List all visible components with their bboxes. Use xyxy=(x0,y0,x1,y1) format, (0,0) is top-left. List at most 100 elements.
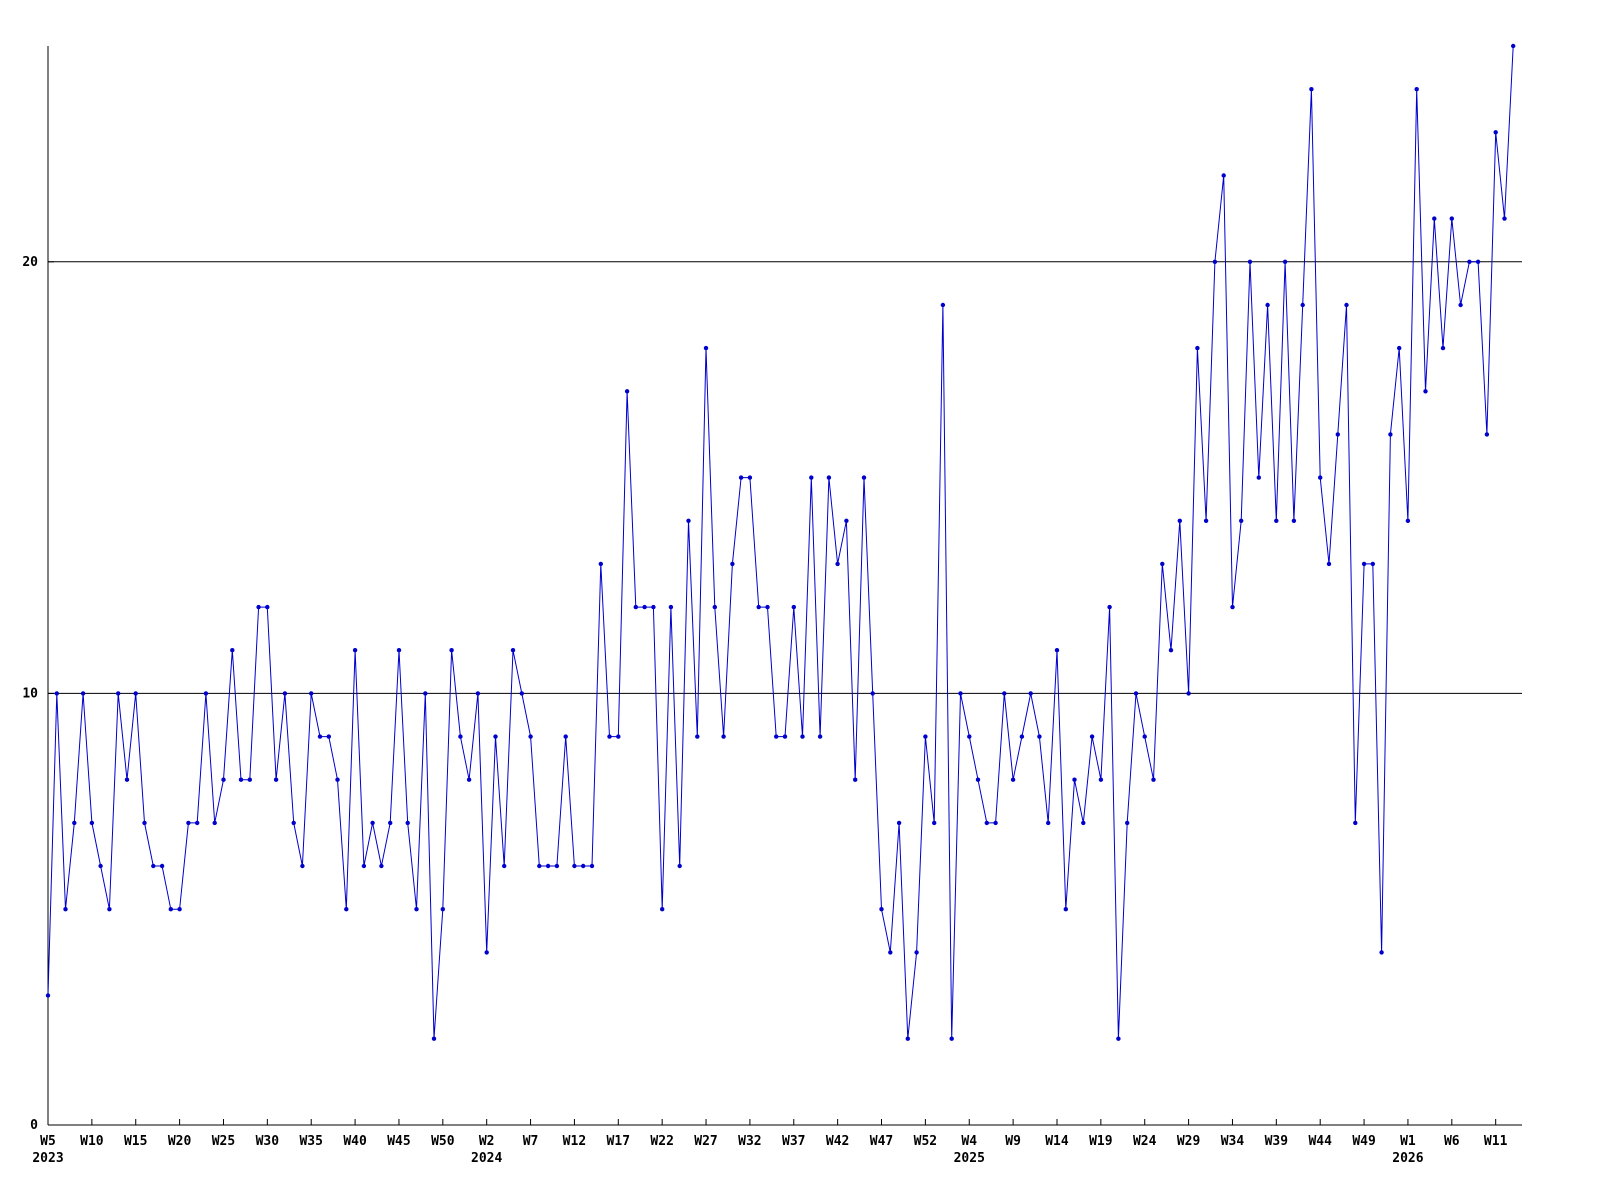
x-tick-label: W9 xyxy=(1005,1134,1021,1149)
data-point xyxy=(423,691,428,696)
x-tick-label: W30 xyxy=(256,1134,280,1149)
x-tick-label: W49 xyxy=(1352,1134,1375,1149)
data-point xyxy=(1423,389,1428,394)
data-point xyxy=(756,604,761,610)
x-tick-label: W34 xyxy=(1221,1134,1245,1149)
data-point xyxy=(1081,820,1086,826)
data-point xyxy=(660,907,665,912)
data-point xyxy=(765,604,770,610)
data-point xyxy=(861,475,867,480)
data-point xyxy=(1046,820,1051,826)
data-point xyxy=(616,734,621,739)
data-point xyxy=(1028,691,1033,696)
data-point xyxy=(1405,518,1411,523)
data-point xyxy=(1247,259,1253,264)
data-point xyxy=(1239,518,1244,523)
data-point xyxy=(440,907,445,912)
data-point xyxy=(1353,820,1358,826)
x-tick-label: W52 xyxy=(914,1134,937,1149)
x-tick-label: W27 xyxy=(694,1134,717,1149)
data-point xyxy=(1230,604,1235,610)
data-point xyxy=(905,1036,910,1041)
data-point xyxy=(1318,475,1323,480)
data-point xyxy=(124,777,130,782)
data-point xyxy=(1195,345,1200,351)
x-tick-label: W17 xyxy=(607,1134,630,1149)
data-point xyxy=(572,863,577,869)
data-point xyxy=(1344,302,1349,308)
data-point xyxy=(133,691,138,696)
data-point xyxy=(835,561,840,567)
x-tick-label: W35 xyxy=(299,1134,322,1149)
data-point xyxy=(940,302,946,308)
data-point xyxy=(537,863,542,869)
data-point xyxy=(1133,691,1139,696)
x-tick-label: W50 xyxy=(431,1134,455,1149)
data-point xyxy=(1511,43,1516,49)
year-label: 2026 xyxy=(1392,1151,1423,1166)
data-point xyxy=(1037,734,1042,739)
data-point xyxy=(352,648,358,653)
data-point xyxy=(1361,561,1367,567)
data-point xyxy=(212,820,217,826)
data-point xyxy=(1493,130,1498,135)
data-point xyxy=(695,734,700,739)
data-point xyxy=(651,604,656,610)
data-point xyxy=(344,907,349,912)
data-point xyxy=(703,345,709,351)
data-point xyxy=(677,863,682,869)
data-point xyxy=(256,604,261,610)
data-point xyxy=(502,863,507,869)
data-point xyxy=(1388,432,1393,437)
data-point xyxy=(458,734,463,739)
data-point xyxy=(1256,475,1262,480)
data-point xyxy=(1054,648,1060,653)
data-point xyxy=(361,863,367,869)
data-point xyxy=(686,518,691,523)
data-point xyxy=(1370,561,1376,567)
x-tick-label: W40 xyxy=(343,1134,367,1149)
data-point xyxy=(958,691,963,696)
data-point xyxy=(1458,302,1463,308)
x-tick-label: W4 xyxy=(961,1134,977,1149)
data-point xyxy=(1432,216,1437,221)
data-point xyxy=(1265,302,1270,308)
data-point xyxy=(1203,518,1209,523)
data-point xyxy=(1282,259,1288,264)
data-point xyxy=(1274,518,1279,523)
y-tick-label: 20 xyxy=(22,255,38,270)
data-point xyxy=(1002,691,1007,696)
data-point xyxy=(668,604,674,610)
data-point xyxy=(967,734,972,739)
data-point xyxy=(1414,87,1419,92)
data-point xyxy=(809,475,814,480)
data-point xyxy=(1326,561,1332,567)
data-point xyxy=(1221,173,1226,178)
data-point xyxy=(317,734,323,739)
data-point xyxy=(932,820,937,826)
data-point xyxy=(984,820,989,826)
data-point xyxy=(554,863,560,869)
data-point xyxy=(1019,734,1025,739)
data-point xyxy=(510,648,516,653)
data-point xyxy=(853,777,858,782)
data-point xyxy=(89,820,95,826)
data-point xyxy=(98,863,103,869)
data-point xyxy=(203,691,209,696)
data-point xyxy=(1212,259,1218,264)
data-point xyxy=(230,648,235,653)
data-point xyxy=(326,734,331,739)
data-point xyxy=(624,389,630,394)
x-tick-label: W5 xyxy=(40,1134,56,1149)
data-point xyxy=(844,518,849,523)
data-point xyxy=(1291,518,1297,523)
data-point xyxy=(642,604,647,610)
x-tick-label: W24 xyxy=(1133,1134,1157,1149)
data-point xyxy=(1116,1036,1121,1041)
data-point xyxy=(142,820,147,826)
data-point xyxy=(1397,345,1402,351)
data-point xyxy=(265,604,270,610)
data-point xyxy=(116,691,121,696)
data-point xyxy=(774,734,779,739)
data-point xyxy=(300,863,305,869)
